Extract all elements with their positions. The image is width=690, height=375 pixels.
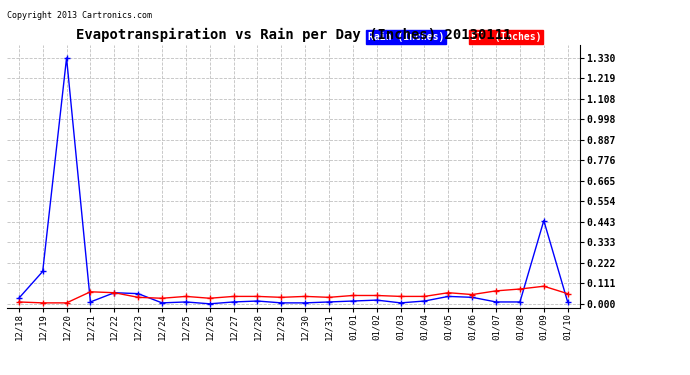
Text: ET  (Inches): ET (Inches) [471, 32, 541, 42]
Text: Copyright 2013 Cartronics.com: Copyright 2013 Cartronics.com [7, 11, 152, 20]
Title: Evapotranspiration vs Rain per Day (Inches) 20130111: Evapotranspiration vs Rain per Day (Inch… [75, 28, 511, 42]
Text: Rain (Inches): Rain (Inches) [368, 32, 444, 42]
